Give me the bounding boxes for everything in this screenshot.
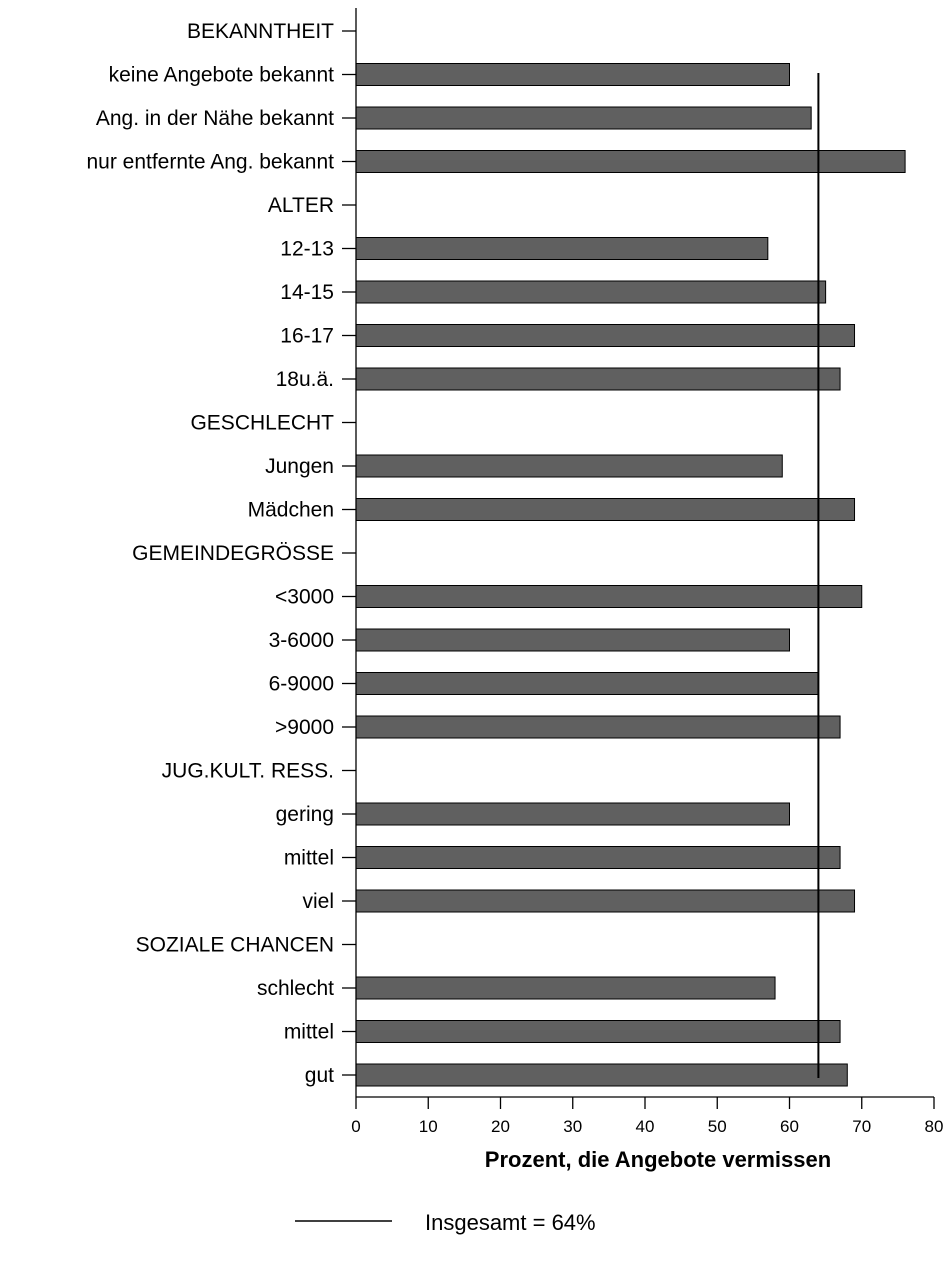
x-tick-label-40: 40	[636, 1117, 655, 1136]
x-tick-label-60: 60	[780, 1117, 799, 1136]
bar-3000-13	[355, 585, 863, 608]
category-label-mittel-23: mittel	[284, 1021, 334, 1044]
category-label-geschlecht-9: GESCHLECHT	[190, 412, 334, 435]
bar-mittel-23	[355, 1020, 841, 1043]
x-axis-title: Prozent, die Angebote vermissen	[485, 1147, 831, 1172]
category-label-jungen-10: Jungen	[265, 455, 334, 478]
category-label-jug-kult-ress-17: JUG.KULT. RESS.	[162, 760, 334, 783]
category-label-6-9000-15: 6-9000	[269, 673, 334, 696]
bar-ang-in-der-nähe-bekannt-2	[355, 106, 812, 130]
category-label-bekanntheit-0: BEKANNTHEIT	[187, 20, 334, 43]
bar-3-6000-14	[355, 628, 790, 652]
x-tick-label-50: 50	[708, 1117, 727, 1136]
bar-gering-18	[355, 802, 790, 826]
bar-viel-20	[355, 889, 856, 913]
x-tick-label-70: 70	[852, 1117, 871, 1136]
bar-jungen-10	[355, 454, 783, 478]
category-label-ang-in-der-nähe-bekannt-2: Ang. in der Nähe bekannt	[96, 107, 334, 130]
bar-18u-ä-8	[355, 367, 841, 391]
bar-gut-24	[355, 1063, 848, 1087]
bar-9000-16	[355, 715, 841, 739]
category-label-gemeindegrösse-12: GEMEINDEGRÖSSE	[132, 542, 334, 565]
category-labels: BEKANNTHEIT keine Angebote bekannt Ang. in…	[86, 20, 356, 1087]
category-label-keine-angebote-bekannt-1: keine Angebote bekannt	[109, 64, 335, 87]
category-label-18u-ä-8: 18u.ä.	[276, 368, 334, 391]
bar-keine-angebote-bekannt-1	[355, 63, 790, 86]
category-label-gut-24: gut	[305, 1064, 334, 1087]
bar-mittel-19	[355, 846, 841, 869]
x-tick-label-10: 10	[419, 1117, 438, 1136]
category-label-9000-16: >9000	[275, 716, 334, 739]
bar-12-13-5	[355, 237, 769, 260]
category-label-mädchen-11: Mädchen	[248, 499, 334, 522]
bar-16-17-7	[355, 324, 856, 347]
legend: Insgesamt = 64%	[295, 1210, 596, 1235]
category-label-3-6000-14: 3-6000	[269, 629, 334, 652]
category-label-gering-18: gering	[276, 803, 334, 826]
category-label-soziale-chancen-21: SOZIALE CHANCEN	[136, 934, 334, 957]
bars	[355, 63, 906, 1087]
legend-label: Insgesamt = 64%	[425, 1210, 596, 1235]
category-label-alter-4: ALTER	[268, 194, 334, 217]
x-ticks: 0 10 20 30 40 50 60 70 80	[351, 1097, 943, 1136]
bar-mädchen-11	[355, 498, 856, 521]
category-label-schlecht-22: schlecht	[257, 977, 334, 1000]
category-label-16-17-7: 16-17	[280, 325, 334, 348]
category-label-3000-13: <3000	[275, 586, 334, 609]
category-label-14-15-6: 14-15	[280, 281, 334, 304]
x-tick-label-80: 80	[925, 1117, 944, 1136]
category-label-12-13-5: 12-13	[280, 238, 334, 261]
bar-14-15-6	[355, 280, 827, 304]
category-label-nur-entfernte-ang-bekannt-3: nur entfernte Ang. bekannt	[86, 151, 334, 174]
bar-nur-entfernte-ang-bekannt-3	[355, 150, 906, 173]
category-label-mittel-19: mittel	[284, 847, 334, 870]
category-label-viel-20: viel	[302, 890, 334, 913]
bar-6-9000-15	[355, 672, 819, 695]
x-tick-label-20: 20	[491, 1117, 510, 1136]
x-tick-label-0: 0	[351, 1117, 360, 1136]
x-tick-label-30: 30	[563, 1117, 582, 1136]
bar-schlecht-22	[355, 976, 776, 1000]
